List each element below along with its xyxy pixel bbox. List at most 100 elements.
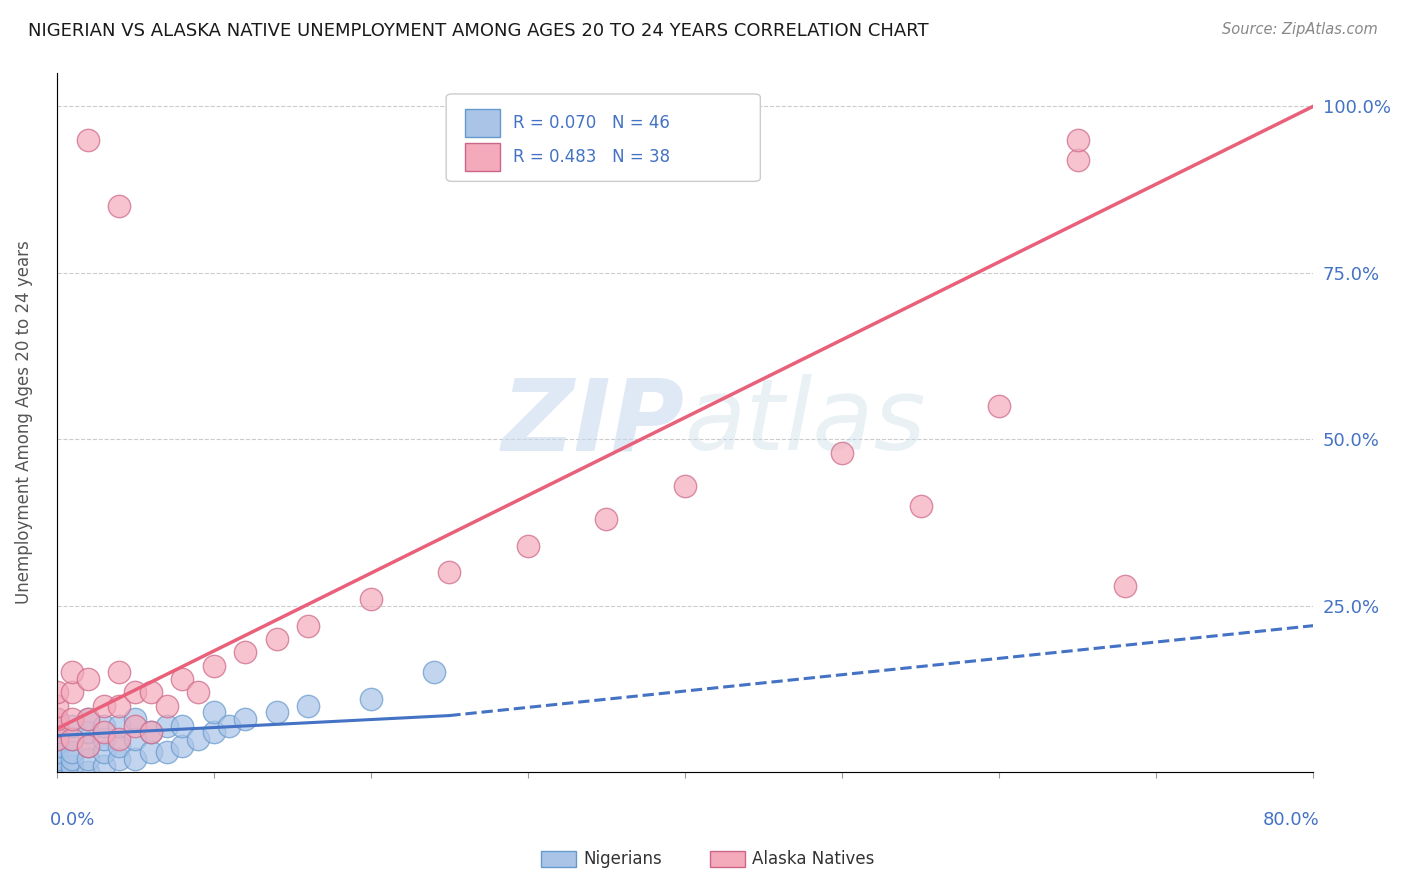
- Point: [108, 752, 131, 766]
- Point: [45, 745, 67, 759]
- Point: [172, 672, 194, 686]
- Point: [124, 685, 146, 699]
- Point: [360, 692, 382, 706]
- Point: [77, 132, 100, 146]
- Point: [172, 718, 194, 732]
- Point: [77, 739, 100, 753]
- Point: [266, 632, 288, 646]
- Point: [139, 685, 162, 699]
- Point: [124, 712, 146, 726]
- Point: [266, 705, 288, 719]
- Point: [108, 665, 131, 680]
- Point: [172, 739, 194, 753]
- FancyBboxPatch shape: [465, 143, 501, 171]
- Point: [988, 399, 1011, 413]
- Point: [45, 758, 67, 772]
- Point: [45, 712, 67, 726]
- Point: [187, 731, 209, 746]
- Point: [77, 725, 100, 739]
- Point: [595, 512, 617, 526]
- Point: [233, 645, 256, 659]
- Point: [45, 731, 67, 746]
- Point: [297, 698, 319, 713]
- Point: [45, 718, 67, 732]
- Point: [45, 765, 67, 780]
- Point: [60, 731, 83, 746]
- Point: [139, 725, 162, 739]
- Point: [45, 725, 67, 739]
- Point: [77, 765, 100, 780]
- Point: [139, 725, 162, 739]
- Text: Alaska Natives: Alaska Natives: [752, 850, 875, 868]
- Point: [202, 725, 225, 739]
- Point: [60, 665, 83, 680]
- Point: [422, 665, 444, 680]
- Point: [93, 731, 115, 746]
- Text: NIGERIAN VS ALASKA NATIVE UNEMPLOYMENT AMONG AGES 20 TO 24 YEARS CORRELATION CHA: NIGERIAN VS ALASKA NATIVE UNEMPLOYMENT A…: [28, 22, 929, 40]
- Point: [1066, 132, 1088, 146]
- Point: [155, 698, 177, 713]
- Point: [108, 739, 131, 753]
- Point: [516, 539, 538, 553]
- Point: [108, 731, 131, 746]
- Point: [45, 765, 67, 780]
- Point: [77, 672, 100, 686]
- Point: [45, 731, 67, 746]
- Point: [93, 745, 115, 759]
- Text: Nigerians: Nigerians: [583, 850, 662, 868]
- Point: [1066, 153, 1088, 167]
- Point: [45, 718, 67, 732]
- Point: [93, 718, 115, 732]
- Point: [910, 499, 932, 513]
- Point: [60, 685, 83, 699]
- Point: [233, 712, 256, 726]
- Point: [77, 739, 100, 753]
- Text: ZIP: ZIP: [502, 374, 685, 471]
- Point: [108, 199, 131, 213]
- Point: [45, 739, 67, 753]
- Point: [202, 658, 225, 673]
- Point: [187, 685, 209, 699]
- Point: [45, 698, 67, 713]
- Point: [155, 718, 177, 732]
- Point: [831, 445, 853, 459]
- Point: [77, 712, 100, 726]
- Point: [124, 718, 146, 732]
- FancyBboxPatch shape: [465, 109, 501, 136]
- Point: [93, 698, 115, 713]
- Point: [1114, 579, 1136, 593]
- Point: [77, 712, 100, 726]
- Text: R = 0.483   N = 38: R = 0.483 N = 38: [513, 148, 669, 166]
- Point: [45, 712, 67, 726]
- Text: R = 0.070   N = 46: R = 0.070 N = 46: [513, 113, 669, 132]
- Point: [60, 752, 83, 766]
- Point: [60, 758, 83, 772]
- Point: [45, 752, 67, 766]
- Point: [60, 745, 83, 759]
- Point: [60, 765, 83, 780]
- Point: [202, 705, 225, 719]
- Point: [108, 718, 131, 732]
- Point: [297, 618, 319, 632]
- Point: [60, 731, 83, 746]
- Y-axis label: Unemployment Among Ages 20 to 24 years: Unemployment Among Ages 20 to 24 years: [15, 241, 32, 605]
- Point: [60, 712, 83, 726]
- Point: [93, 758, 115, 772]
- Point: [108, 698, 131, 713]
- FancyBboxPatch shape: [446, 94, 761, 181]
- Point: [360, 592, 382, 607]
- Point: [124, 752, 146, 766]
- Point: [93, 725, 115, 739]
- Point: [60, 718, 83, 732]
- Text: 80.0%: 80.0%: [1263, 811, 1320, 829]
- Point: [139, 745, 162, 759]
- Text: Source: ZipAtlas.com: Source: ZipAtlas.com: [1222, 22, 1378, 37]
- Point: [45, 685, 67, 699]
- Point: [218, 718, 240, 732]
- Point: [124, 731, 146, 746]
- Text: atlas: atlas: [685, 374, 927, 471]
- Point: [77, 752, 100, 766]
- Point: [673, 479, 696, 493]
- Point: [439, 566, 461, 580]
- Point: [155, 745, 177, 759]
